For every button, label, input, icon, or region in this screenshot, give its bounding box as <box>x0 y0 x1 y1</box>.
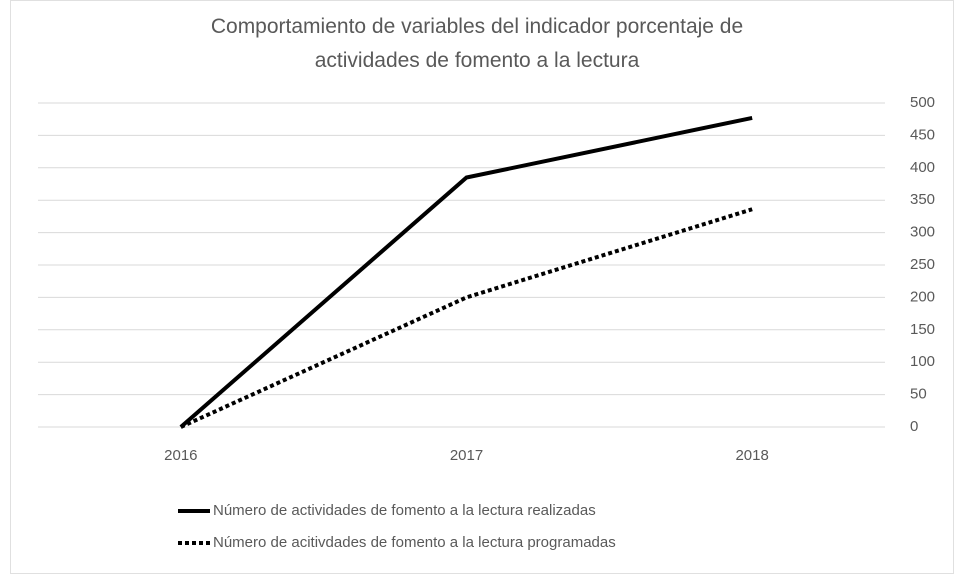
y-tick-label: 50 <box>910 386 927 403</box>
legend-label: Número de acitivdades de fomento a la le… <box>213 534 616 551</box>
frame <box>10 0 954 574</box>
legend-label: Número de actividades de fomento a la le… <box>213 502 596 519</box>
y-tick-label: 500 <box>910 94 935 111</box>
y-tick-label: 150 <box>910 321 935 338</box>
y-tick-label: 100 <box>910 353 935 370</box>
x-tick-label: 2017 <box>450 447 483 464</box>
y-tick-label: 200 <box>910 288 935 305</box>
x-tick-label: 2018 <box>735 447 768 464</box>
y-tick-label: 0 <box>910 418 918 435</box>
chart-title: Comportamiento de variables del indicado… <box>210 15 744 72</box>
y-tick-label: 450 <box>910 126 935 143</box>
series-line <box>180 207 753 429</box>
x-tick-label: 2016 <box>164 447 197 464</box>
y-tick-label: 300 <box>910 224 935 241</box>
y-tick-label: 350 <box>910 191 935 208</box>
series-line <box>179 115 753 429</box>
y-tick-label: 250 <box>910 256 935 273</box>
y-tick-label: 400 <box>910 159 935 176</box>
